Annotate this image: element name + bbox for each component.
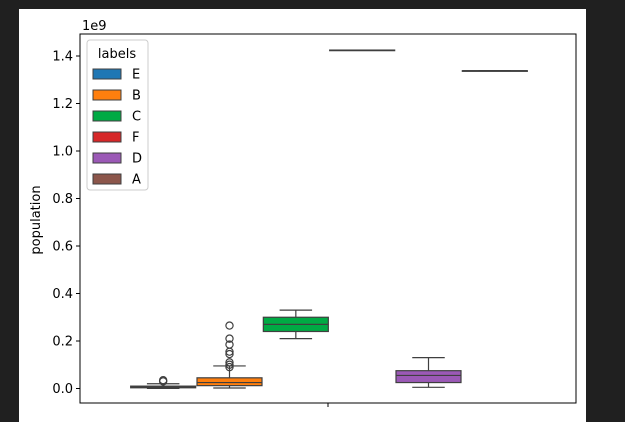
legend-entry-E: E — [92, 68, 140, 83]
legend-label: B — [132, 89, 141, 104]
legend-label: E — [132, 68, 140, 83]
y-axis-label: population — [29, 185, 44, 254]
box-F — [329, 49, 396, 52]
box-E — [130, 375, 197, 389]
y-tick-label: 1.4 — [52, 50, 73, 65]
outlier-point — [158, 375, 168, 385]
legend-entry-A: A — [92, 173, 141, 188]
legend-label: C — [132, 110, 141, 125]
y-tick-label: 0.0 — [52, 382, 73, 397]
y-tick-label: 1.2 — [52, 97, 73, 112]
legend-entry-C: C — [92, 110, 141, 125]
box-body — [395, 370, 462, 384]
legend-title: labels — [98, 47, 136, 62]
legend-label: A — [132, 173, 141, 188]
box-A — [461, 70, 528, 72]
legend-swatch — [92, 68, 122, 80]
box-body — [196, 377, 263, 387]
y-tick-label: 0.6 — [52, 240, 73, 255]
plot-area: 0.0 0.2 0.4 0.6 0.8 1.0 1.2 1.4 — [52, 49, 528, 407]
legend-label: D — [132, 152, 142, 167]
outlier-point — [225, 349, 234, 359]
outlier-point — [225, 360, 234, 369]
legend-swatch — [92, 173, 122, 185]
box-C — [262, 309, 329, 340]
outlier-point — [225, 362, 234, 372]
y-tick-label: 1.0 — [52, 145, 73, 160]
outlier-point — [225, 358, 234, 367]
axes-frame — [79, 33, 577, 404]
legend-entry-D: D — [92, 152, 142, 167]
legend-label: F — [132, 131, 139, 146]
y-tick-label: 0.8 — [52, 192, 73, 207]
legend-entry-B: B — [92, 89, 141, 104]
legend-entry-F: F — [92, 131, 139, 146]
box-D — [395, 357, 462, 388]
legend-swatch — [92, 152, 122, 164]
outlier-point — [225, 334, 234, 343]
y-tick-label: 0.2 — [52, 335, 73, 350]
y-offset-label: 1e9 — [82, 19, 107, 34]
legend-swatch — [92, 89, 122, 101]
outlier-point — [225, 321, 234, 330]
legend-swatch — [92, 131, 122, 143]
legend-swatch — [92, 110, 122, 122]
y-tick-label: 0.4 — [52, 287, 73, 302]
outlier-point — [225, 340, 234, 349]
box-B — [196, 321, 263, 389]
